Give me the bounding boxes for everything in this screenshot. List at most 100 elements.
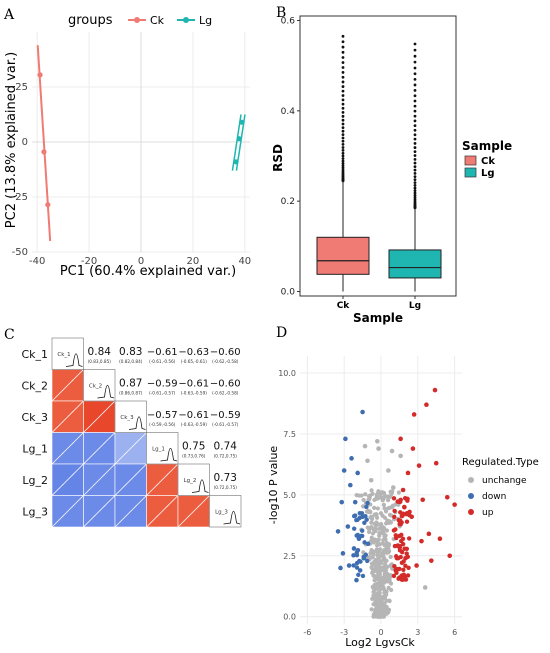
volcano-legend-label-unchange: unchange bbox=[482, 476, 527, 486]
volcano-point-up bbox=[392, 563, 397, 569]
corr-density-curve bbox=[160, 447, 178, 462]
corr-ci: (0.72,0.75) bbox=[214, 453, 238, 458]
rsd-outlier-lg bbox=[413, 54, 417, 58]
rsd-outlier-lg bbox=[413, 193, 417, 197]
volcano-point-down bbox=[338, 565, 343, 571]
rsd-outlier-ck bbox=[341, 129, 345, 133]
corr-diagonal-label: Ck_2 bbox=[89, 383, 102, 389]
rsd-outlier-lg bbox=[413, 66, 417, 70]
rsd-y-tick: 0.0 bbox=[281, 287, 296, 297]
corr-cell-hatch bbox=[103, 400, 116, 413]
volcano-point-up bbox=[407, 509, 412, 515]
corr-ci: (0.72,0.75) bbox=[214, 485, 238, 490]
corr-value: −0.61 bbox=[178, 410, 209, 421]
rsd-outlier-lg bbox=[413, 133, 417, 137]
volcano-y-tick: 10.0 bbox=[278, 369, 296, 378]
panel-label-a: A bbox=[3, 7, 15, 23]
volcano-point-up bbox=[396, 517, 401, 523]
corr-diagonal-label: Ck_3 bbox=[120, 415, 134, 421]
volcano-point-down bbox=[354, 577, 359, 583]
volcano-point-unchange bbox=[382, 533, 387, 539]
rsd-outlier-lg bbox=[413, 168, 417, 172]
volcano-point-unchange bbox=[384, 548, 390, 554]
rsd-outlier-ck bbox=[341, 110, 345, 114]
pca-x-label: PC1 (60.4% explained var.) bbox=[60, 264, 236, 279]
panel-label-b: B bbox=[276, 5, 286, 21]
volcano-point-unchange bbox=[375, 608, 380, 613]
volcano-point-up bbox=[404, 546, 410, 551]
volcano-point-unchange bbox=[385, 572, 390, 577]
volcano-point-unchange bbox=[380, 596, 385, 601]
corr-row-label: Lg_3 bbox=[22, 505, 48, 518]
rsd-outlier-lg bbox=[413, 157, 417, 161]
volcano-point-up bbox=[405, 554, 410, 560]
rsd-y-tick: 0.4 bbox=[281, 107, 296, 117]
volcano-point-up bbox=[401, 559, 406, 564]
rsd-legend-key-lg bbox=[464, 167, 477, 178]
pca-legend-title: groups bbox=[68, 13, 113, 28]
volcano-point-unchange bbox=[380, 525, 386, 530]
pca-point-lg bbox=[239, 119, 245, 125]
volcano-point-unchange bbox=[367, 509, 373, 514]
corr-value: −0.59 bbox=[147, 378, 178, 389]
volcano-point-unchange bbox=[370, 570, 375, 576]
corr-diagonal-label: Lg_3 bbox=[215, 509, 228, 515]
panel-label-c: C bbox=[4, 327, 15, 343]
volcano-y-tick: 7.5 bbox=[283, 430, 296, 439]
volcano-point-up bbox=[426, 531, 432, 537]
volcano-point-unchange bbox=[376, 537, 381, 542]
corr-value: −0.61 bbox=[147, 347, 178, 358]
volcano-point-unchange bbox=[383, 592, 389, 598]
volcano-point-down bbox=[355, 470, 360, 476]
volcano-point-down bbox=[361, 554, 366, 560]
volcano-point-unchange bbox=[376, 555, 381, 561]
pca-ellipse-ck bbox=[36, 45, 52, 242]
volcano-point-up bbox=[400, 541, 406, 547]
rsd-outlier-ck bbox=[341, 136, 345, 140]
volcano-point-down bbox=[351, 546, 357, 551]
volcano-point-down bbox=[341, 468, 347, 473]
volcano-point-up bbox=[437, 536, 443, 542]
rsd-outlier-lg bbox=[413, 181, 417, 185]
rsd-outlier-ck bbox=[341, 94, 345, 97]
rsd-outlier-lg bbox=[413, 83, 417, 87]
volcano-point-up bbox=[406, 536, 412, 541]
volcano-point-up bbox=[410, 446, 416, 451]
volcano-point-unchange bbox=[366, 529, 372, 535]
corr-ci: (0.86,0.87) bbox=[119, 390, 143, 395]
corr-cell-hatch bbox=[134, 463, 147, 476]
rsd-y-label: RSD bbox=[271, 144, 285, 172]
rsd-legend-label-lg: Lg bbox=[481, 168, 495, 179]
pca-point-ck bbox=[45, 202, 51, 208]
volcano-point-unchange bbox=[387, 519, 392, 524]
rsd-outlier-ck bbox=[341, 157, 345, 160]
corr-ci: (-0.62,-0.58) bbox=[212, 359, 239, 364]
volcano-point-unchange bbox=[365, 458, 370, 464]
corr-value: −0.57 bbox=[147, 410, 178, 421]
rsd-outlier-ck bbox=[341, 106, 345, 110]
rsd-outlier-ck bbox=[341, 98, 345, 102]
rsd-outlier-ck bbox=[341, 143, 345, 146]
volcano-point-up bbox=[405, 496, 410, 502]
volcano-plot: Log2 LgvsCk -log10 P value Regulated.Typ… bbox=[267, 356, 539, 649]
volcano-point-up bbox=[407, 513, 412, 518]
volcano-x-tick: 3 bbox=[415, 628, 420, 637]
volcano-point-down bbox=[351, 513, 357, 519]
volcano-point-unchange bbox=[388, 563, 394, 568]
corr-diagonal-cell bbox=[209, 495, 242, 528]
rsd-outlier-lg bbox=[413, 124, 417, 128]
volcano-point-unchange bbox=[372, 562, 377, 567]
volcano-point-up bbox=[411, 412, 417, 417]
corr-ci: (0.73,0.76) bbox=[182, 453, 206, 458]
rsd-outlier-ck bbox=[341, 89, 345, 93]
volcano-point-unchange bbox=[371, 593, 376, 598]
rsd-legend-label-ck: Ck bbox=[481, 156, 495, 167]
volcano-point-up bbox=[398, 436, 403, 442]
corr-cell-hatch bbox=[71, 369, 84, 382]
pca-point-lg bbox=[233, 159, 239, 165]
volcano-point-up bbox=[403, 563, 408, 569]
volcano-point-up bbox=[400, 487, 406, 493]
rsd-outlier-lg bbox=[413, 99, 417, 103]
